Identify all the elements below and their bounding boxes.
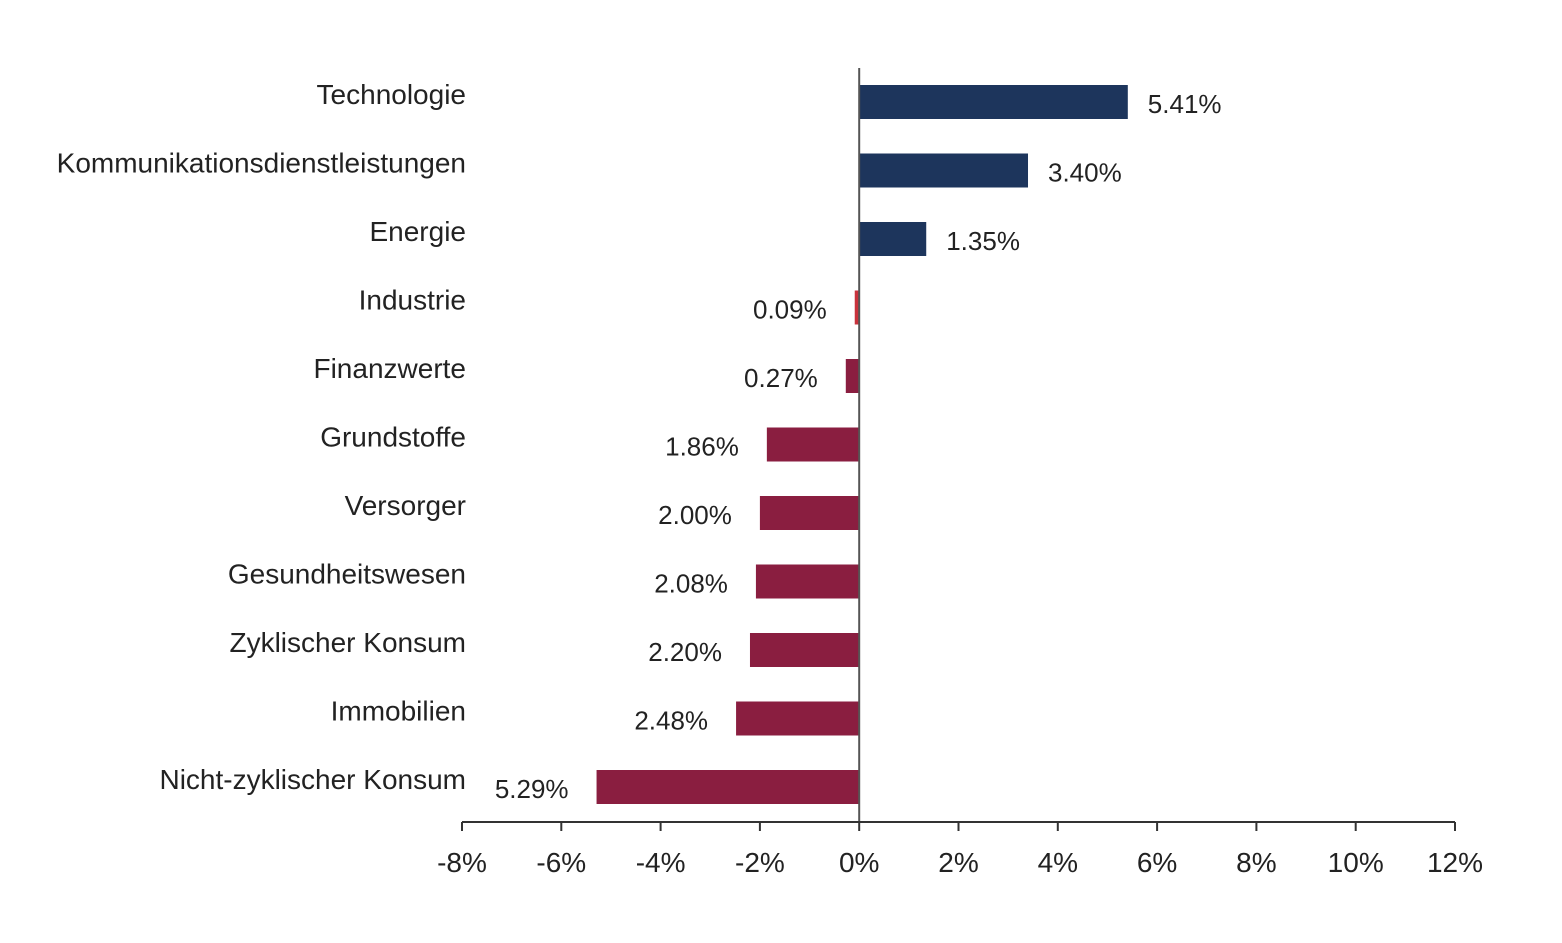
bar-versorger [759, 496, 860, 530]
category-label: Grundstoffe [320, 422, 466, 453]
value-label: 2.48% [634, 706, 708, 736]
category-label: Finanzwerte [313, 353, 466, 384]
axes-group: -8% -6% -4% -2% 0% 2% 4% 6% 8% 10% 12% [437, 68, 1483, 878]
x-tick-label: -4% [636, 847, 686, 878]
value-label: 5.29% [495, 774, 569, 804]
bar-immobilien [736, 701, 860, 736]
category-label: Energie [369, 216, 466, 247]
bar-finanzwerte [845, 359, 860, 393]
value-label: 5.41% [1148, 89, 1222, 119]
value-label: 3.40% [1048, 158, 1122, 188]
bar-technologie [859, 85, 1128, 119]
x-tick-label: 10% [1328, 847, 1384, 878]
x-tick-label: -6% [536, 847, 586, 878]
category-label: Immobilien [331, 696, 466, 727]
value-label: 2.08% [654, 569, 728, 599]
bar-industrie [854, 290, 860, 325]
value-label: 2.20% [648, 637, 722, 667]
bar-nicht-zyklischer-konsum [596, 770, 860, 804]
x-tick-label: -8% [437, 847, 487, 878]
value-labels-group: 5.41% 3.40% 1.35% 0.09% 0.27% 1.86% 2.00% 2.08%… [495, 89, 1222, 804]
value-label: 0.27% [744, 363, 818, 393]
x-tick-label: 4% [1038, 847, 1078, 878]
bar-zyklischer-konsum [749, 633, 860, 667]
x-tick-label: 12% [1427, 847, 1483, 878]
bar-gesundheitswesen [755, 564, 860, 599]
bar-energie [859, 222, 927, 256]
bar-kommunikationsdienstleistungen [859, 153, 1029, 188]
category-label: Kommunikationsdienstleistungen [57, 148, 466, 179]
value-label: 1.86% [665, 432, 739, 462]
x-tick-label: 2% [938, 847, 978, 878]
x-tick-label: 6% [1137, 847, 1177, 878]
category-label: Versorger [345, 490, 466, 521]
category-labels-group: Technologie Kommunikationsdienstleistunge… [57, 79, 466, 795]
category-label: Gesundheitswesen [228, 559, 466, 590]
category-label: Technologie [317, 79, 466, 110]
value-label: 1.35% [946, 226, 1020, 256]
category-label: Zyklischer Konsum [229, 627, 466, 658]
category-label: Nicht-zyklischer Konsum [159, 764, 466, 795]
bars-group [596, 85, 1128, 804]
category-label: Industrie [359, 285, 466, 316]
value-label: 2.00% [658, 500, 732, 530]
value-label: 0.09% [753, 295, 827, 325]
x-tick-label: 8% [1236, 847, 1276, 878]
x-tick-label: 0% [839, 847, 879, 878]
bar-grundstoffe [766, 427, 860, 462]
x-tick-label: -2% [735, 847, 785, 878]
